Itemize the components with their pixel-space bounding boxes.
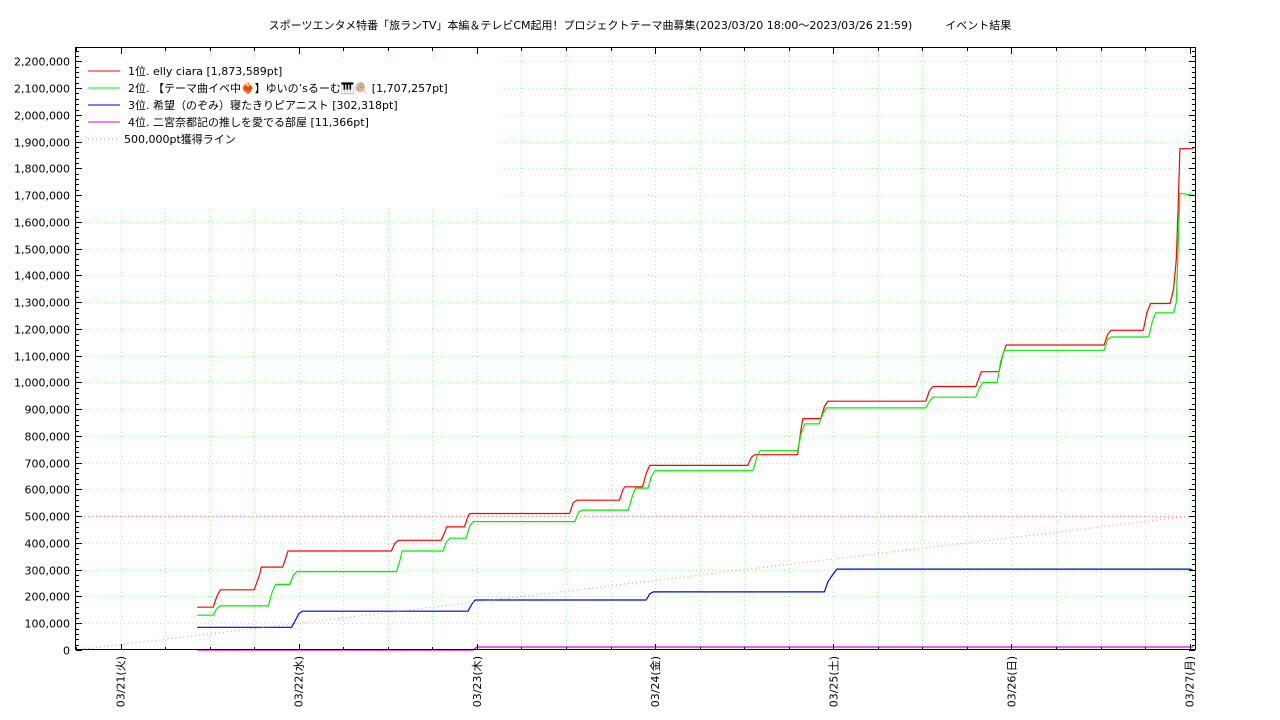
series-line-5 (75, 515, 1190, 651)
legend: 1位. elly ciara [1,873,589pt] 2位. 【テーマ曲イベ中… (82, 58, 500, 206)
y-tick-label: 1,700,000 (14, 190, 70, 203)
legend-box (82, 58, 500, 206)
y-tick-label: 1,300,000 (14, 297, 70, 310)
y-tick-label: 2,100,000 (14, 83, 70, 96)
y-tick-label: 100,000 (25, 618, 71, 631)
y-tick-label: 1,100,000 (14, 351, 70, 364)
y-tick-label: 400,000 (25, 538, 71, 551)
x-tick-label: 03/27(月) (1184, 656, 1197, 707)
y-tick-label: 1,000,000 (14, 377, 70, 390)
y-tick-label: 0 (63, 645, 70, 658)
legend-label-1: 1位. elly ciara [1,873,589pt] (128, 64, 282, 78)
x-tick-label: 03/25(土) (827, 656, 840, 707)
axis-layer: 0 100,000 200,000 300,000 400,000 500,000 600,… (14, 48, 1197, 707)
y-tick-label: 1,800,000 (14, 163, 70, 176)
y-tick-label: 900,000 (25, 404, 71, 417)
legend-label-4: 4位. 二宮奈都記の推しを愛でる部屋 [11,366pt] (128, 115, 369, 129)
series-layer (75, 148, 1194, 651)
x-tick-label: 03/23(木) (471, 656, 484, 707)
series-line-2 (197, 192, 1194, 616)
y-tick-label: 800,000 (25, 431, 71, 444)
y-tick-label: 1,500,000 (14, 244, 70, 257)
y-tick-label: 2,200,000 (14, 56, 70, 69)
y-tick-label: 1,900,000 (14, 137, 70, 150)
y-tick-label: 500,000 (25, 511, 71, 524)
y-tick-label: 600,000 (25, 484, 71, 497)
x-tick-label: 03/24(金) (648, 656, 662, 707)
x-tick-label: 03/21(火) (115, 656, 128, 707)
legend-label-2: 2位. 【テーマ曲イベ中❤️‍🔥】ゆいの’sるーむ🎹🍭 [1,707,257pt… (128, 81, 448, 95)
y-tick-label: 1,600,000 (14, 217, 70, 230)
x-tick-label: 03/22(水) (293, 656, 306, 707)
y-tick-label: 1,400,000 (14, 270, 70, 283)
y-tick-label: 300,000 (25, 565, 71, 578)
y-tick-label: 2,000,000 (14, 110, 70, 123)
legend-label-3: 3位. 希望（のぞみ）寝たきりピアニスト [302,318pt] (128, 98, 398, 112)
plot-frame (75, 47, 1196, 650)
y-tick-label: 700,000 (25, 458, 71, 471)
chart-title: スポーツエンタメ特番「旅ランTV」本編＆テレビCM起用！プロジェクトテーマ曲募集… (268, 19, 1012, 32)
x-tick-label: 03/26(日) (1005, 656, 1018, 707)
y-tick-label: 1,200,000 (14, 324, 70, 337)
series-line-1 (197, 148, 1194, 608)
legend-label-5: 500,000pt獲得ライン (124, 133, 236, 146)
y-tick-label: 200,000 (25, 591, 71, 604)
series-line-3 (197, 568, 1194, 628)
